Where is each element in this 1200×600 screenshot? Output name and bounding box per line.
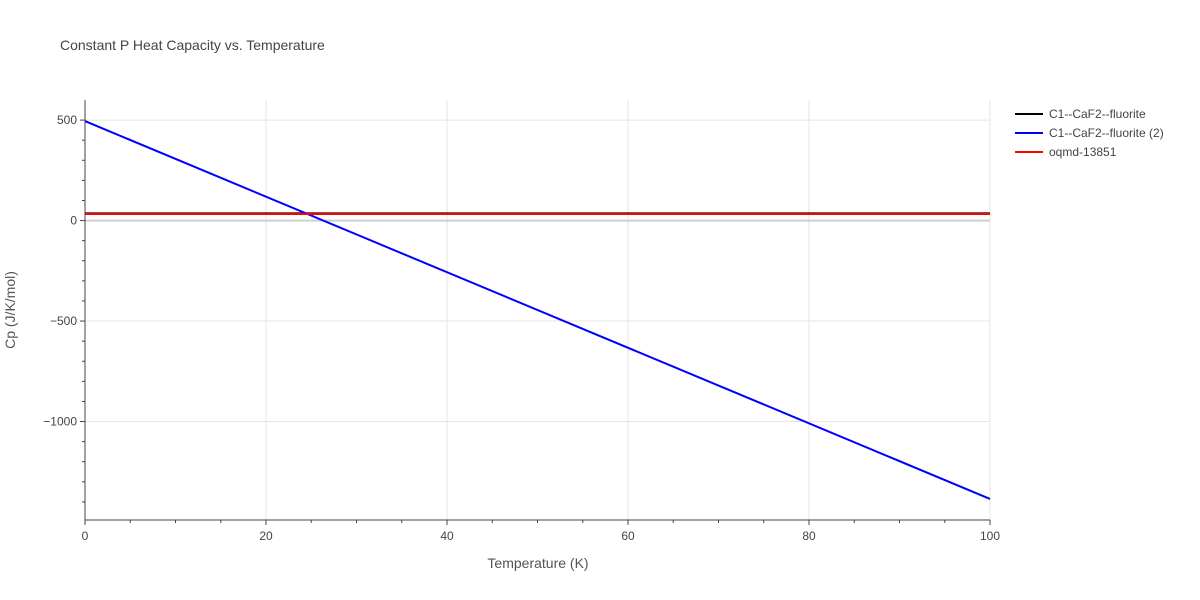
legend-label: C1--CaF2--fluorite (2) <box>1049 126 1164 140</box>
y-tick-label: −500 <box>50 314 77 328</box>
series-line-2 <box>84 120 991 500</box>
axes <box>80 100 991 525</box>
y-tick-labels: 500 0 −500 −1000 <box>43 113 77 428</box>
x-tick-label: 20 <box>259 529 273 543</box>
x-tick-label: 0 <box>82 529 89 543</box>
y-tick-label: 500 <box>57 113 77 127</box>
legend-label: C1--CaF2--fluorite <box>1049 107 1146 121</box>
legend-item-3[interactable]: oqmd-13851 <box>1015 145 1117 159</box>
x-tick-label: 80 <box>802 529 816 543</box>
grid <box>85 100 991 520</box>
y-tick-label: 0 <box>70 214 77 228</box>
legend-label: oqmd-13851 <box>1049 145 1117 159</box>
y-tick-label: −1000 <box>43 415 77 429</box>
x-tick-label: 40 <box>440 529 454 543</box>
x-axis-title: Temperature (K) <box>487 555 588 571</box>
series-lines <box>84 120 991 500</box>
x-tick-label: 60 <box>621 529 635 543</box>
legend-item-1[interactable]: C1--CaF2--fluorite <box>1015 107 1146 121</box>
y-axis-title: Cp (J/K/mol) <box>2 271 18 349</box>
legend[interactable]: C1--CaF2--fluorite C1--CaF2--fluorite (2)… <box>1015 107 1164 159</box>
x-tick-labels: 0 20 40 60 80 100 <box>82 529 1001 543</box>
chart-title: Constant P Heat Capacity vs. Temperature <box>60 37 325 53</box>
legend-item-2[interactable]: C1--CaF2--fluorite (2) <box>1015 126 1164 140</box>
x-tick-label: 100 <box>980 529 1000 543</box>
